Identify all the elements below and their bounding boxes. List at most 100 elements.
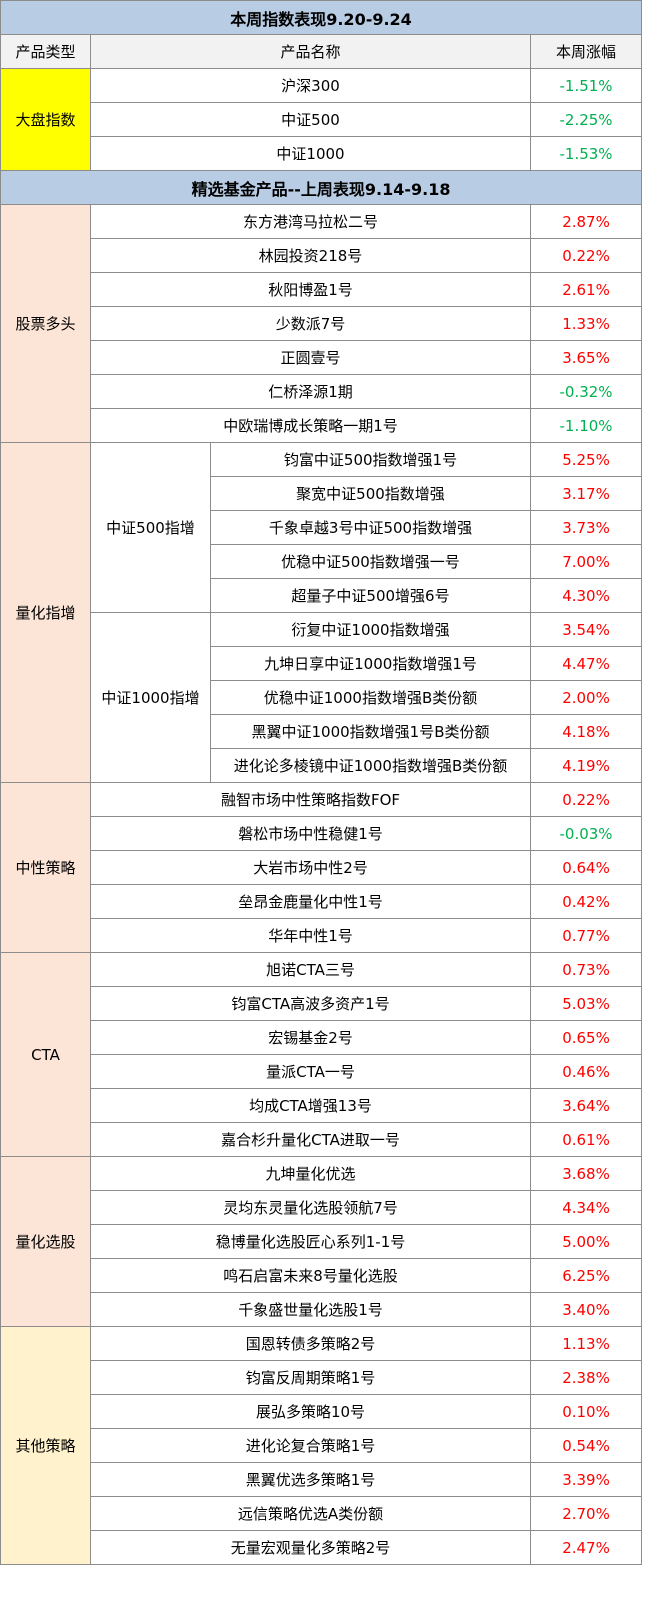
weekly-change: 2.00% <box>529 680 643 715</box>
product-name: 嘉合杉升量化CTA进取一号 <box>90 1122 531 1157</box>
table-row: 鸣石启富未来8号量化选股 6.25% <box>1 1258 643 1293</box>
header-product-type: 产品类型 <box>0 34 91 69</box>
product-name: 秋阳博盈1号 <box>90 272 531 307</box>
table-row: 仁桥泽源1期 -0.32% <box>1 374 643 409</box>
table-row: 大盘指数 沪深300 -1.51% <box>0 68 643 171</box>
category-label: 量化指增 <box>0 442 91 783</box>
table-row: 嘉合杉升量化CTA进取一号 0.61% <box>1 1122 643 1157</box>
product-name: 垒昂金鹿量化中性1号 <box>90 884 531 919</box>
weekly-change: 4.30% <box>529 578 643 613</box>
category-label: CTA <box>0 952 91 1157</box>
product-name: 林园投资218号 <box>90 238 531 273</box>
weekly-change: 5.25% <box>529 442 643 477</box>
product-name: 大岩市场中性2号 <box>90 850 531 885</box>
table-row: 钧富反周期策略1号 2.38% <box>1 1360 643 1395</box>
table-row: 进化论多棱镜中证1000指数增强B类份额 4.19% <box>1 748 643 783</box>
table-row: 优稳中证1000指数增强B类份额 2.00% <box>1 680 643 715</box>
weekly-change: 0.22% <box>529 782 643 817</box>
product-name: 东方港湾马拉松二号 <box>90 204 531 239</box>
weekly-change: 0.64% <box>529 850 643 885</box>
product-name: 灵均东灵量化选股领航7号 <box>90 1190 531 1225</box>
table-row: 宏锡基金2号 0.65% <box>1 1020 643 1055</box>
weekly-change: 5.03% <box>529 986 643 1021</box>
product-name: 量派CTA一号 <box>90 1054 531 1089</box>
header-row: 产品类型 产品名称 本周涨幅 <box>0 34 643 69</box>
product-name: 优稳中证1000指数增强B类份额 <box>210 680 531 715</box>
fund-performance-table: 本周指数表现9.20-9.24 产品类型 产品名称 本周涨幅 大盘指数 沪深300… <box>0 0 643 1565</box>
product-name: 展弘多策略10号 <box>90 1394 531 1429</box>
table-row: 九坤日享中证1000指数增强1号 4.47% <box>1 646 643 681</box>
category-label: 中性策略 <box>0 782 91 953</box>
category-label: 股票多头 <box>0 204 91 443</box>
table-row: 中证500 -2.25% <box>1 102 643 137</box>
product-name: 超量子中证500增强6号 <box>210 578 531 613</box>
fund-section-title: 精选基金产品--上周表现9.14-9.18 <box>0 170 643 205</box>
weekly-change: 0.42% <box>529 884 643 919</box>
table-row: 其他策略 国恩转债多策略2号 1.13% <box>0 1326 643 1565</box>
fund-title-row: 精选基金产品--上周表现9.14-9.18 <box>0 170 643 205</box>
product-name: 九坤日享中证1000指数增强1号 <box>210 646 531 681</box>
category-label: 大盘指数 <box>0 68 91 171</box>
table-row: 稳博量化选股匠心系列1-1号 5.00% <box>1 1224 643 1259</box>
product-name: 宏锡基金2号 <box>90 1020 531 1055</box>
table-row: 大岩市场中性2号 0.64% <box>1 850 643 885</box>
table-row: 超量子中证500增强6号 4.30% <box>1 578 643 613</box>
sub-category-label: 中证500指增 <box>90 442 211 613</box>
weekly-change: 0.54% <box>529 1428 643 1463</box>
header-product-name: 产品名称 <box>90 34 531 69</box>
weekly-change: -1.53% <box>529 136 643 171</box>
table-row: 林园投资218号 0.22% <box>1 238 643 273</box>
product-name: 均成CTA增强13号 <box>90 1088 531 1123</box>
weekly-change: 3.65% <box>529 340 643 375</box>
weekly-change: 0.10% <box>529 1394 643 1429</box>
product-name: 进化论多棱镜中证1000指数增强B类份额 <box>210 748 531 783</box>
weekly-change: 3.39% <box>529 1462 643 1497</box>
product-name: 沪深300 <box>90 68 531 103</box>
table-row: 中证1000 -1.53% <box>1 136 643 171</box>
weekly-change: -1.51% <box>529 68 643 103</box>
product-name: 衍复中证1000指数增强 <box>210 612 531 647</box>
table-row: 钧富CTA高波多资产1号 5.03% <box>1 986 643 1021</box>
weekly-change: 0.77% <box>529 918 643 953</box>
category-label: 量化选股 <box>0 1156 91 1327</box>
table-row: 黑翼中证1000指数增强1号B类份额 4.18% <box>1 714 643 749</box>
table-row: 灵均东灵量化选股领航7号 4.34% <box>1 1190 643 1225</box>
index-title-row: 本周指数表现9.20-9.24 <box>0 0 643 35</box>
table-row: 秋阳博盈1号 2.61% <box>1 272 643 307</box>
weekly-change: 3.68% <box>529 1156 643 1191</box>
sub-category-label: 中证1000指增 <box>90 612 211 783</box>
product-name: 优稳中证500指数增强一号 <box>210 544 531 579</box>
index-section-title: 本周指数表现9.20-9.24 <box>0 0 643 35</box>
product-name: 磐松市场中性稳健1号 <box>90 816 531 851</box>
table-row: 无量宏观量化多策略2号 2.47% <box>1 1530 643 1565</box>
weekly-change: 3.73% <box>529 510 643 545</box>
table-row: 千象卓越3号中证500指数增强 3.73% <box>1 510 643 545</box>
product-name: 鸣石启富未来8号量化选股 <box>90 1258 531 1293</box>
table-row: 聚宽中证500指数增强 3.17% <box>1 476 643 511</box>
product-name: 无量宏观量化多策略2号 <box>90 1530 531 1565</box>
header-weekly-change: 本周涨幅 <box>529 34 643 69</box>
product-name: 仁桥泽源1期 <box>90 374 531 409</box>
product-name: 钧富CTA高波多资产1号 <box>90 986 531 1021</box>
table-row: 量化选股 九坤量化优选 3.68% <box>0 1156 643 1327</box>
table-row: 正圆壹号 3.65% <box>1 340 643 375</box>
product-name: 聚宽中证500指数增强 <box>210 476 531 511</box>
weekly-change: 3.17% <box>529 476 643 511</box>
weekly-change: 4.18% <box>529 714 643 749</box>
table-row: 千象盛世量化选股1号 3.40% <box>1 1292 643 1327</box>
table-body: 本周指数表现9.20-9.24 产品类型 产品名称 本周涨幅 大盘指数 沪深300… <box>0 0 643 1565</box>
table-row: 磐松市场中性稳健1号 -0.03% <box>1 816 643 851</box>
product-name: 九坤量化优选 <box>90 1156 531 1191</box>
product-name: 中证500 <box>90 102 531 137</box>
weekly-change: 7.00% <box>529 544 643 579</box>
table-row: 展弘多策略10号 0.10% <box>1 1394 643 1429</box>
product-name: 钧富反周期策略1号 <box>90 1360 531 1395</box>
table-row: 垒昂金鹿量化中性1号 0.42% <box>1 884 643 919</box>
weekly-change: 4.47% <box>529 646 643 681</box>
weekly-change: 0.22% <box>529 238 643 273</box>
product-name: 钧富中证500指数增强1号 <box>210 442 531 477</box>
weekly-change: 3.40% <box>529 1292 643 1327</box>
weekly-change: 2.87% <box>529 204 643 239</box>
weekly-change: -2.25% <box>529 102 643 137</box>
table-row: 均成CTA增强13号 3.64% <box>1 1088 643 1123</box>
